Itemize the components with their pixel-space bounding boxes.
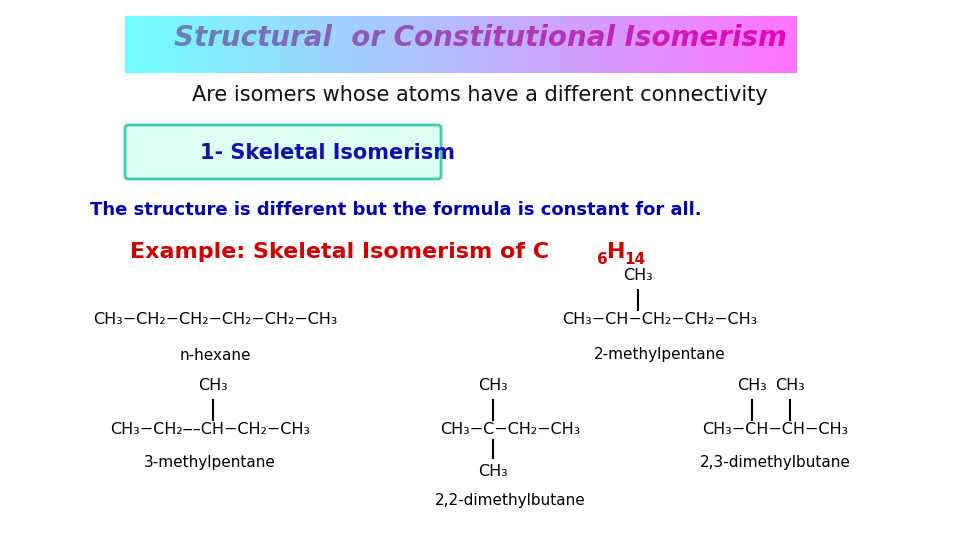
Text: CH₃−CH−CH₂−CH₂−CH₃: CH₃−CH−CH₂−CH₂−CH₃: [563, 313, 757, 327]
Text: CH₃: CH₃: [623, 267, 653, 282]
Text: 14: 14: [624, 253, 645, 267]
Text: CH₃: CH₃: [478, 377, 508, 393]
Text: CH₃−C−CH₂−CH₃: CH₃−C−CH₂−CH₃: [440, 422, 580, 437]
Text: 2-methylpentane: 2-methylpentane: [594, 348, 726, 362]
Text: 6: 6: [597, 253, 608, 267]
Text: Example: Skeletal Isomerism of C: Example: Skeletal Isomerism of C: [130, 242, 549, 262]
Text: CH₃−CH₂‒–CH−CH₂−CH₃: CH₃−CH₂‒–CH−CH₂−CH₃: [110, 422, 310, 437]
Text: n-hexane: n-hexane: [180, 348, 251, 362]
Text: CH₃−CH−CH−CH₃: CH₃−CH−CH−CH₃: [702, 422, 848, 437]
Text: 2,3-dimethylbutane: 2,3-dimethylbutane: [700, 455, 851, 469]
Text: 3-methylpentane: 3-methylpentane: [144, 455, 276, 469]
Text: CH₃: CH₃: [198, 377, 228, 393]
Text: CH₃: CH₃: [737, 377, 767, 393]
Text: CH₃: CH₃: [775, 377, 804, 393]
Text: 1- Skeletal Isomerism: 1- Skeletal Isomerism: [200, 143, 455, 163]
Text: CH₃: CH₃: [478, 464, 508, 480]
FancyBboxPatch shape: [125, 125, 441, 179]
Text: The structure is different but the formula is constant for all.: The structure is different but the formu…: [90, 201, 702, 219]
Text: H: H: [607, 242, 626, 262]
Text: CH₃−CH₂−CH₂−CH₂−CH₂−CH₃: CH₃−CH₂−CH₂−CH₂−CH₂−CH₃: [93, 313, 337, 327]
Text: 2,2-dimethylbutane: 2,2-dimethylbutane: [435, 492, 586, 508]
Text: Are isomers whose atoms have a different connectivity: Are isomers whose atoms have a different…: [192, 85, 768, 105]
Text: Structural  or Constitutional Isomerism: Structural or Constitutional Isomerism: [174, 24, 786, 52]
